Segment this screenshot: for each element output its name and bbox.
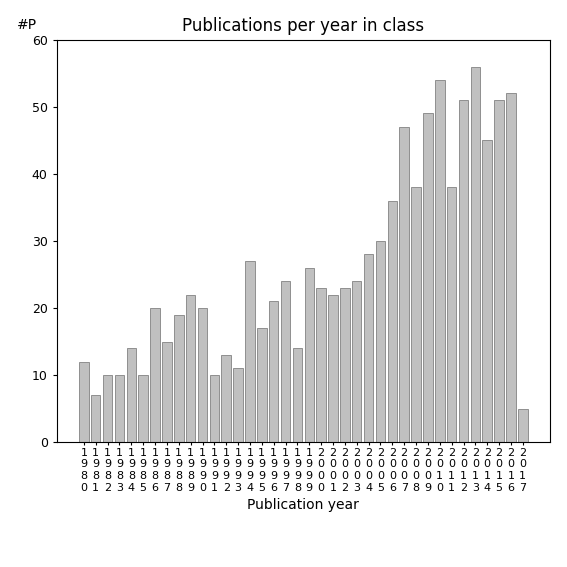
Bar — [186, 295, 196, 442]
Bar — [293, 348, 302, 442]
Bar — [91, 395, 100, 442]
Bar — [518, 409, 527, 442]
Bar — [411, 187, 421, 442]
Bar — [174, 315, 184, 442]
Bar — [340, 288, 350, 442]
Bar — [281, 281, 290, 442]
Bar — [388, 201, 397, 442]
Bar — [447, 187, 456, 442]
Bar — [364, 255, 373, 442]
X-axis label: Publication year: Publication year — [247, 498, 359, 512]
Bar — [376, 241, 385, 442]
Bar — [126, 348, 136, 442]
Bar — [222, 355, 231, 442]
Bar — [304, 268, 314, 442]
Bar — [471, 66, 480, 442]
Bar — [506, 94, 516, 442]
Bar — [423, 113, 433, 442]
Bar — [198, 308, 208, 442]
Text: #P: #P — [17, 18, 37, 32]
Bar — [483, 141, 492, 442]
Bar — [115, 375, 124, 442]
Title: Publications per year in class: Publications per year in class — [182, 18, 425, 35]
Bar — [150, 308, 160, 442]
Bar — [399, 127, 409, 442]
Bar — [328, 295, 338, 442]
Bar — [459, 100, 468, 442]
Bar — [269, 302, 278, 442]
Bar — [103, 375, 112, 442]
Bar — [162, 341, 172, 442]
Bar — [257, 328, 266, 442]
Bar — [79, 362, 88, 442]
Bar — [245, 261, 255, 442]
Bar — [210, 375, 219, 442]
Bar — [352, 281, 362, 442]
Bar — [138, 375, 148, 442]
Bar — [316, 288, 326, 442]
Bar — [234, 369, 243, 442]
Bar — [494, 100, 504, 442]
Bar — [435, 80, 445, 442]
